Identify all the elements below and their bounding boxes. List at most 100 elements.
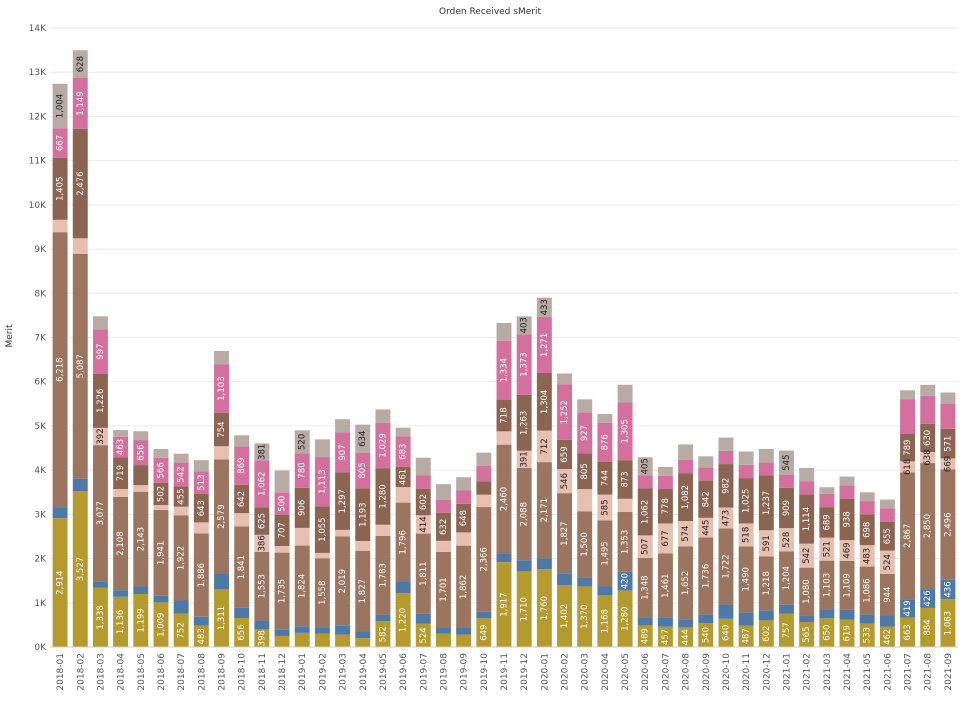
- bar-segment: [335, 625, 351, 635]
- bar-segment: [557, 439, 572, 470]
- data-label: 2,143: [136, 527, 146, 551]
- bar-segment: [395, 427, 411, 437]
- data-label: 403: [520, 317, 530, 333]
- bar-segment: [153, 482, 169, 506]
- bar-segment: [738, 546, 754, 613]
- data-label: 1,304: [540, 390, 550, 414]
- bar-segment: [940, 469, 956, 580]
- data-label: 927: [580, 425, 590, 441]
- data-label: 1,305: [621, 419, 631, 443]
- bar-segment: [395, 487, 411, 503]
- data-label: 719: [116, 465, 126, 481]
- data-label: 744: [600, 470, 610, 486]
- bar-segment: [153, 457, 169, 483]
- data-label: 1,500: [580, 532, 590, 556]
- bar-segment: [294, 527, 310, 546]
- data-label: 405: [641, 458, 651, 474]
- bar-segment: [456, 477, 472, 491]
- bar-segment: [839, 476, 855, 486]
- y-tick-label: 9K: [34, 245, 47, 255]
- x-tick-label: 2020-11: [742, 653, 752, 691]
- bar-segment: [819, 618, 835, 647]
- x-tick-label: 2018-04: [117, 653, 127, 691]
- chart-title: Orden Received sMerit: [439, 7, 541, 17]
- data-label: 1,168: [600, 609, 610, 633]
- bar-segment: [153, 509, 169, 596]
- bar-segment: [577, 489, 593, 512]
- data-label: 1,736: [701, 564, 711, 588]
- data-label: 907: [338, 444, 348, 460]
- data-label: 545: [782, 454, 792, 470]
- x-tick-label: 2019-09: [460, 653, 470, 691]
- bar-segment: [940, 599, 956, 647]
- bar-segment: [395, 436, 411, 467]
- bar-segment: [153, 449, 169, 458]
- bar-segment: [355, 631, 371, 639]
- bar-segment: [577, 412, 593, 454]
- bar-segment: [133, 431, 149, 441]
- bar-segment: [799, 615, 815, 623]
- x-tick-label: 2018-05: [137, 653, 147, 691]
- bar-segment: [173, 462, 189, 487]
- bar-segment: [294, 453, 310, 488]
- bar-segment: [678, 459, 694, 474]
- bar-segment: [900, 434, 916, 462]
- bar-segment: [738, 612, 754, 626]
- bar-segment: [254, 443, 270, 461]
- x-tick-label: 2019-11: [500, 653, 510, 691]
- data-label: 461: [399, 469, 409, 485]
- x-tick-label: 2019-04: [359, 653, 369, 691]
- bar-segment: [456, 627, 472, 635]
- data-label: 582: [378, 626, 388, 642]
- data-label: 982: [721, 478, 731, 494]
- bar-segment: [375, 409, 391, 423]
- y-tick-label: 8K: [34, 289, 47, 299]
- data-label: 630: [923, 430, 933, 446]
- bar-segment: [698, 456, 714, 468]
- bar-segment: [395, 582, 411, 594]
- data-label: 842: [701, 491, 711, 507]
- bar-segment: [193, 460, 209, 472]
- data-label: 1,735: [278, 579, 288, 603]
- data-label: 1,080: [802, 579, 812, 603]
- bar-segment: [819, 487, 835, 494]
- data-label: 518: [742, 527, 752, 543]
- bar-segment: [496, 322, 512, 341]
- x-tick-label: 2021-07: [904, 653, 914, 691]
- bar-segment: [375, 621, 391, 647]
- bar-segment: [758, 556, 774, 611]
- bar-segment: [577, 511, 593, 578]
- bar-segment: [597, 520, 613, 587]
- data-label: 483: [197, 628, 207, 644]
- bar-segment: [678, 627, 694, 647]
- data-label: 884: [923, 619, 933, 635]
- data-label: 656: [136, 444, 146, 460]
- bar-segment: [799, 481, 815, 495]
- bar-segment: [214, 573, 229, 590]
- bar-segment: [819, 507, 835, 538]
- bar-segment: [657, 617, 673, 627]
- y-axis-label: Merit: [5, 324, 15, 348]
- bar-segment: [637, 475, 653, 489]
- data-label: 520: [298, 434, 308, 450]
- bar-segment: [415, 515, 431, 534]
- bar-segment: [839, 540, 855, 561]
- bar-segment: [536, 316, 552, 374]
- data-label: 1,025: [742, 489, 752, 513]
- data-label: 632: [439, 519, 449, 535]
- data-label: 502: [156, 486, 166, 502]
- x-tick-label: 2018-02: [76, 653, 86, 691]
- data-label: 483: [863, 548, 873, 564]
- bar-segment: [900, 399, 916, 435]
- bar-segment: [234, 513, 250, 527]
- x-tick-label: 2020-03: [581, 653, 591, 691]
- x-tick-label: 2018-11: [258, 653, 268, 691]
- bar-segment: [234, 484, 250, 514]
- bar-segment: [173, 453, 189, 463]
- data-label: 455: [177, 488, 187, 504]
- bar-segment: [395, 593, 411, 647]
- data-label: 1,237: [762, 491, 772, 515]
- bar-segment: [314, 552, 330, 559]
- data-label: 591: [762, 535, 772, 551]
- bar-segment: [92, 581, 108, 588]
